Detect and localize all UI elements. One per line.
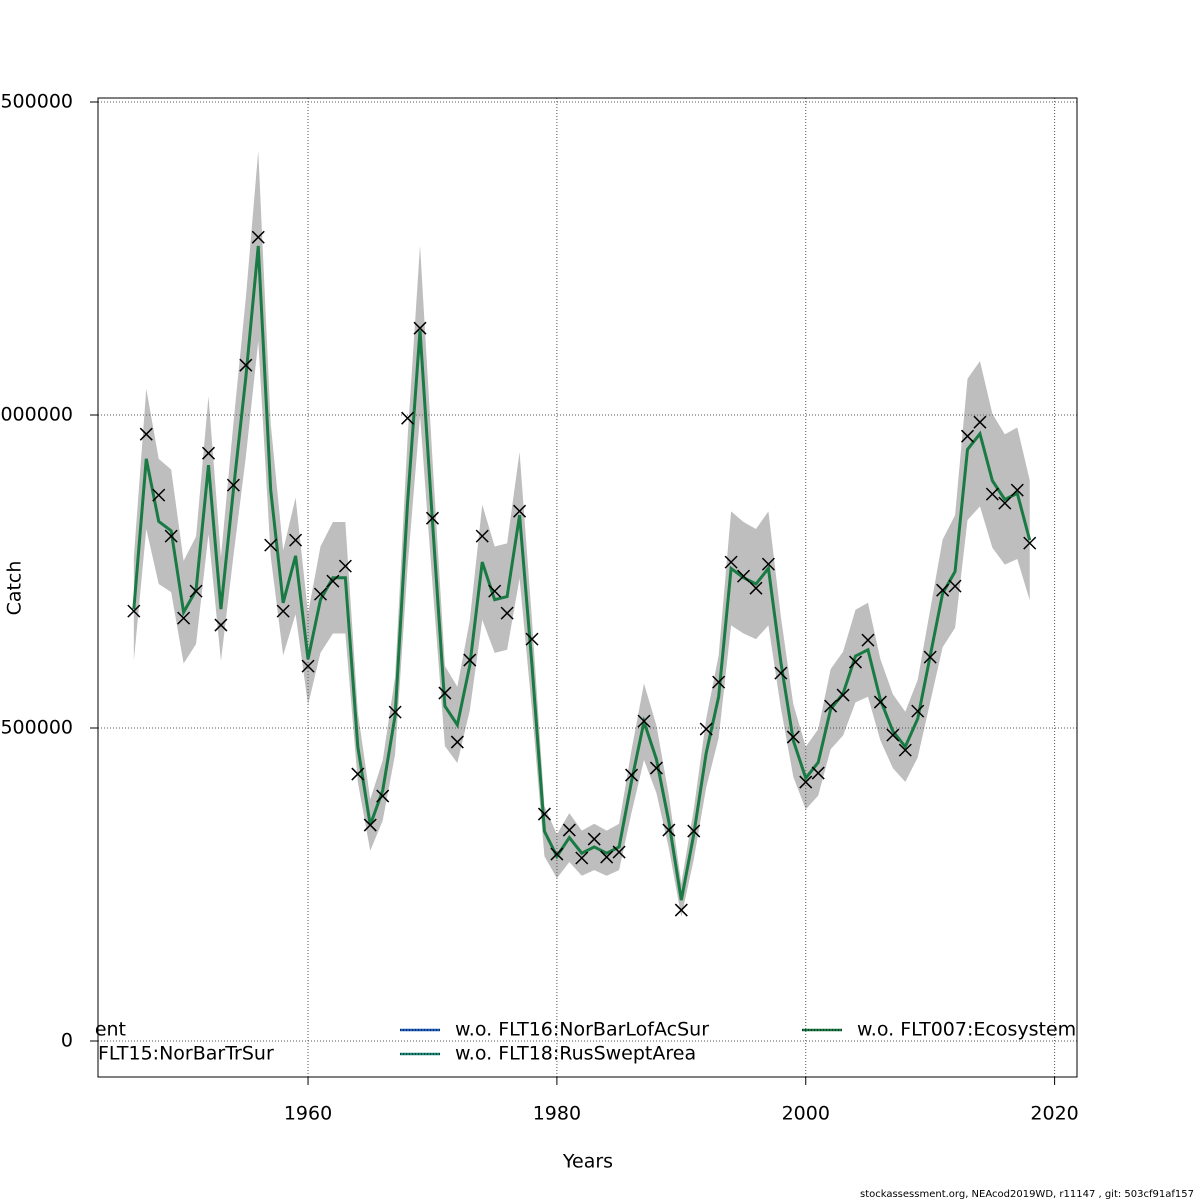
- observation: [463, 653, 477, 667]
- observation: [363, 818, 377, 832]
- observation: [425, 511, 439, 525]
- observation: [637, 714, 651, 728]
- observation: [226, 478, 240, 492]
- observation: [438, 686, 452, 700]
- observation: [525, 632, 539, 646]
- y-tick-label: 1500000: [0, 91, 73, 113]
- legend-label: w.o. FLT007:Ecosystem: [857, 1019, 1076, 1041]
- observation: [139, 427, 153, 441]
- legend-label: FLT15:NorBarTrSur: [98, 1043, 274, 1065]
- observation: [214, 618, 228, 632]
- observation: [737, 569, 751, 583]
- observation: [861, 633, 875, 647]
- y-tick-label: 500000: [0, 717, 73, 739]
- observation: [873, 695, 887, 709]
- x-tick-label: 2000: [782, 1103, 830, 1125]
- observation: [724, 555, 738, 569]
- observation: [848, 655, 863, 669]
- observation: [537, 807, 551, 821]
- x-tick-label: 2020: [1030, 1103, 1078, 1125]
- footer: stockassessment.org, NEAcod2019WD, r1114…: [860, 1189, 1194, 1200]
- x-tick-label: 1960: [284, 1103, 332, 1125]
- observation: [127, 604, 141, 618]
- observation: [662, 823, 676, 837]
- observation: [164, 529, 178, 543]
- observation: [152, 488, 166, 502]
- observation: [488, 584, 502, 598]
- legend-label: w.o. FLT18:RusSweptArea: [455, 1043, 696, 1065]
- legend-label: ent: [95, 1019, 126, 1041]
- observation: [936, 583, 950, 597]
- observation: [562, 823, 576, 837]
- observation: [600, 850, 614, 864]
- observation: [201, 446, 216, 460]
- observation: [587, 832, 601, 846]
- observation: [699, 722, 713, 736]
- observation: [712, 675, 726, 689]
- observation: [1023, 536, 1037, 550]
- observation: [973, 415, 987, 429]
- observation: [625, 768, 639, 782]
- x-tick-label: 1980: [533, 1103, 581, 1125]
- y-tick-label: 0: [61, 1030, 73, 1052]
- observation: [450, 735, 464, 749]
- observation: [824, 699, 838, 713]
- observation: [761, 557, 775, 571]
- legend-label: w.o. FLT16:NorBarLofAcSur: [455, 1019, 709, 1041]
- observation: [413, 321, 427, 335]
- observation: [998, 496, 1012, 510]
- observation: [948, 579, 962, 593]
- observation: [326, 574, 340, 588]
- observation: [264, 538, 278, 552]
- confidence-band: [133, 150, 1030, 918]
- observation: [500, 606, 514, 620]
- y-tick-label: 1000000: [0, 404, 73, 426]
- observation: [351, 767, 365, 781]
- y-axis-label: Catch: [4, 561, 26, 616]
- observation: [836, 688, 850, 702]
- observation: [649, 761, 663, 775]
- observation: [786, 730, 800, 744]
- observation: [923, 650, 937, 664]
- observation: [475, 529, 489, 543]
- observation: [898, 743, 912, 757]
- observation: [338, 559, 352, 573]
- plot-frame: [97, 97, 1078, 1078]
- observation: [239, 358, 253, 372]
- observation: [674, 903, 688, 917]
- observation: [687, 824, 701, 838]
- observation: [886, 728, 900, 742]
- observation: [774, 666, 788, 680]
- observation: [960, 429, 975, 443]
- observation: [301, 659, 315, 673]
- observation: [513, 504, 527, 518]
- observation: [251, 230, 265, 244]
- observation: [575, 851, 589, 865]
- observation: [376, 789, 390, 803]
- observation: [189, 584, 203, 598]
- observation: [313, 587, 328, 601]
- observation: [1010, 483, 1024, 497]
- observation: [401, 411, 415, 425]
- observation: [911, 704, 925, 718]
- observation: [985, 487, 999, 501]
- observation: [276, 604, 290, 618]
- observation: [811, 766, 825, 780]
- observation: [550, 847, 564, 861]
- observation: [749, 581, 763, 595]
- fit-line: [132, 245, 1032, 901]
- x-axis-label: Years: [562, 1151, 613, 1173]
- observation: [177, 611, 191, 625]
- observation: [612, 845, 626, 859]
- observation: [388, 705, 402, 719]
- observation: [289, 533, 303, 547]
- observation: [799, 775, 813, 789]
